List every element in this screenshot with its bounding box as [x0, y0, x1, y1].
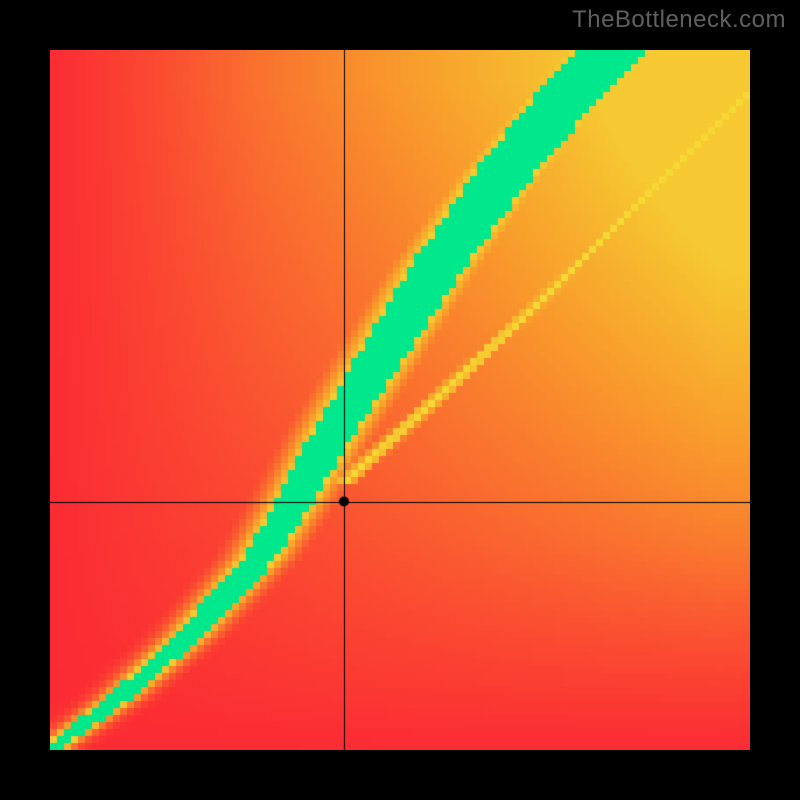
- figure-frame: TheBottleneck.com: [0, 0, 800, 800]
- bottleneck-heatmap: [50, 50, 750, 750]
- watermark-text: TheBottleneck.com: [572, 6, 786, 34]
